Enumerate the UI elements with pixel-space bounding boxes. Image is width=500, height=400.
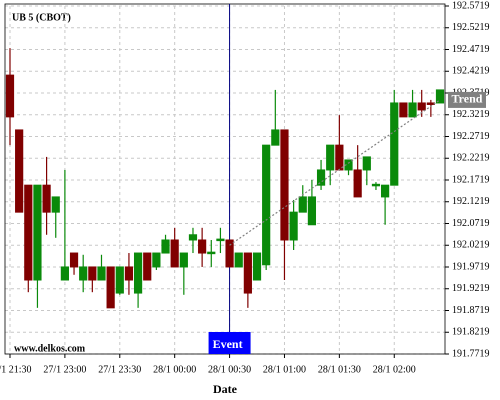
candle-body	[51, 196, 60, 213]
trend-label: Trend	[452, 92, 483, 106]
y-tick-label: 192.1719	[452, 174, 490, 185]
candle-body	[243, 252, 252, 294]
candle-body	[362, 156, 371, 171]
candle-body	[335, 144, 344, 171]
candle-body	[115, 266, 124, 294]
x-tick-label: 28/1 00:30	[208, 364, 251, 375]
candle-body	[79, 266, 88, 281]
x-axis-title: Date	[213, 382, 238, 396]
candle-body	[179, 252, 188, 268]
candle-body	[234, 252, 243, 268]
y-tick-label: 192.1219	[452, 196, 490, 207]
candle-body	[133, 252, 143, 294]
candle-body	[371, 183, 381, 187]
candle-body	[207, 251, 216, 255]
x-tick-label: 27/1 23:00	[43, 364, 86, 375]
y-tick-label: 191.7719	[452, 348, 490, 359]
candle-body	[124, 266, 134, 281]
candle-body	[106, 266, 115, 309]
y-tick-label: 192.4219	[452, 66, 490, 77]
candle-body	[216, 238, 225, 242]
candle-body	[390, 102, 399, 186]
candle-body	[33, 184, 42, 281]
y-tick-label: 191.9719	[452, 261, 490, 272]
candle-body	[88, 266, 97, 281]
candle-body	[97, 266, 106, 281]
candle-body	[316, 169, 326, 186]
x-tick-label: 28/1 02:00	[373, 364, 416, 375]
candle-body	[298, 196, 307, 213]
candle-body	[15, 129, 24, 213]
candle-body	[271, 129, 280, 146]
candle-body	[143, 252, 152, 281]
candle-body	[42, 184, 51, 213]
candle-body	[188, 234, 198, 241]
y-tick-label: 192.4719	[452, 44, 490, 55]
candle-body	[326, 144, 335, 171]
chart-title: UB 5 (CBOT)	[12, 12, 71, 23]
y-tick-label: 192.5719	[452, 0, 490, 11]
candle-body	[435, 89, 445, 104]
candle-body	[289, 211, 298, 241]
candle-body	[170, 239, 179, 268]
trend-label-box	[448, 91, 486, 108]
candle-body	[252, 252, 262, 281]
x-tick-label: 28/1 01:00	[263, 364, 306, 375]
candle-body	[161, 239, 170, 254]
candle-body	[262, 144, 271, 266]
event-label: Event	[213, 337, 243, 351]
y-tick-label: 192.2719	[452, 131, 490, 142]
candle-body	[69, 252, 79, 268]
candle-body	[417, 102, 426, 111]
x-tick-label: 27/1 21:30	[0, 364, 32, 375]
y-tick-label: 192.3219	[452, 109, 490, 120]
candle-body	[307, 196, 317, 226]
candle-body	[225, 239, 234, 268]
y-tick-label: 192.5219	[452, 22, 490, 33]
candle-body	[353, 169, 362, 198]
candle-body	[399, 102, 408, 118]
y-tick-label: 191.8719	[452, 305, 490, 316]
candle-body	[60, 266, 69, 281]
y-tick-label: 192.0719	[452, 218, 490, 229]
candle-body	[5, 74, 15, 118]
candle-body	[408, 102, 417, 118]
y-tick-label: 192.2219	[452, 153, 490, 164]
candle-body	[280, 129, 289, 241]
source: www.delkos.com	[14, 343, 86, 354]
trend-line	[229, 99, 441, 246]
y-tick-label: 191.9219	[452, 283, 490, 294]
y-tick-label: 192.0219	[452, 240, 490, 251]
candle-body	[152, 252, 161, 268]
x-tick-label: 27/1 23:30	[98, 364, 141, 375]
y-tick-label: 191.8219	[452, 327, 490, 338]
x-tick-label: 28/1 01:30	[318, 364, 361, 375]
candle-body	[426, 102, 435, 105]
candle-body	[24, 184, 33, 281]
candle-body	[381, 184, 390, 198]
x-tick-label: 28/1 00:00	[153, 364, 196, 375]
event-label-box	[208, 332, 251, 354]
candle-body	[198, 239, 207, 254]
